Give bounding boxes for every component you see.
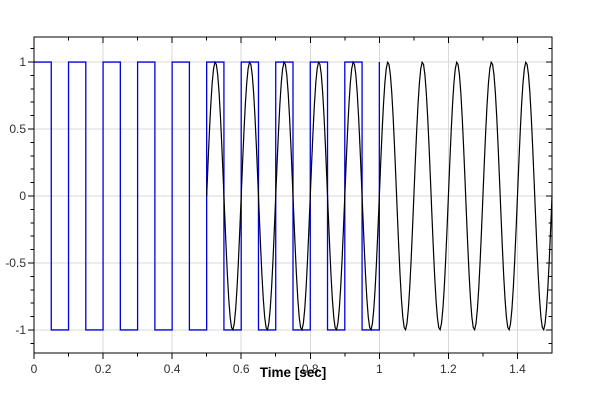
x-axis-title: Time [sec] [259,365,327,380]
x-tick-label: 0.8 [302,362,319,376]
x-tick-label: 0.4 [164,362,181,376]
y-tick-label: 0.5 [9,122,26,136]
sine-wave-line [206,60,553,332]
x-tick-label: 0 [31,362,38,376]
y-tick-label: -1 [15,323,26,337]
x-tick-label: 1 [376,362,383,376]
y-tick-label: -0.5 [5,256,26,270]
plot-border [33,36,553,354]
x-tick-label: 0.6 [233,362,250,376]
y-tick-label: 1 [19,55,26,69]
y-tick-label: 0 [19,189,26,203]
x-tick-label: 0.2 [95,362,112,376]
square-wave-line [34,61,380,331]
x-tick-label: 1.2 [440,362,457,376]
x-tick-label: 1.4 [509,362,526,376]
